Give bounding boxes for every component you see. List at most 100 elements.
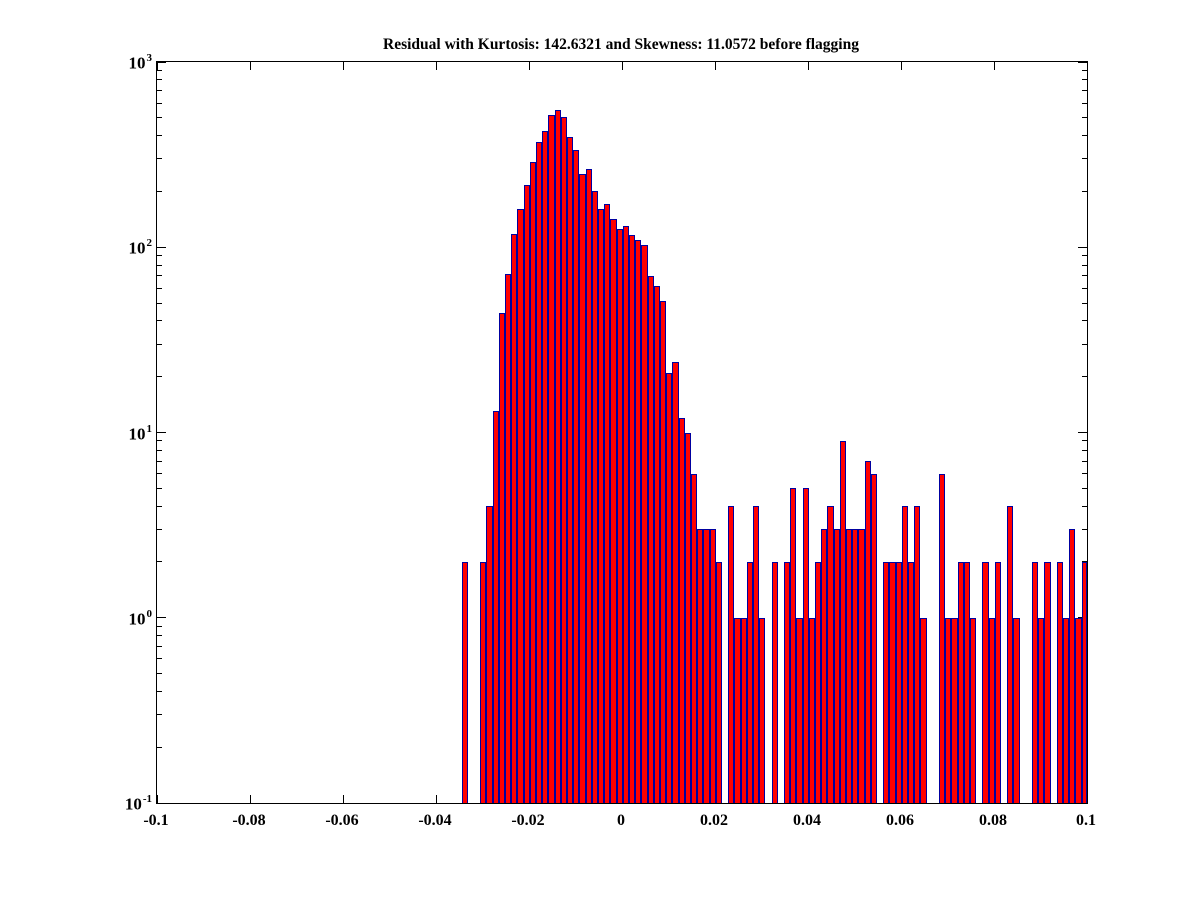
y-tick-minor bbox=[1082, 487, 1087, 489]
histogram-bar bbox=[672, 362, 679, 803]
histogram-bar bbox=[938, 473, 946, 803]
y-tick-minor bbox=[1082, 449, 1087, 451]
histogram-bar bbox=[771, 561, 778, 803]
histogram-bar bbox=[517, 208, 524, 803]
histogram-bar bbox=[585, 168, 592, 803]
histogram-bar bbox=[920, 617, 927, 803]
x-tick-label: -0.02 bbox=[511, 812, 545, 829]
histogram-bar bbox=[604, 204, 611, 803]
histogram-bar bbox=[889, 561, 896, 803]
y-tick-label-exponent: 1 bbox=[146, 422, 153, 435]
y-tick-minor bbox=[157, 449, 162, 451]
histogram-bar bbox=[951, 617, 958, 803]
x-tick bbox=[1087, 795, 1088, 803]
histogram-bar bbox=[814, 561, 822, 803]
x-tick-label: 0.06 bbox=[886, 812, 914, 829]
histogram-bar bbox=[914, 506, 921, 803]
histogram-bar bbox=[957, 561, 964, 803]
histogram-bar bbox=[988, 617, 995, 803]
histogram-bar bbox=[554, 110, 561, 803]
histogram-bar bbox=[597, 209, 605, 803]
histogram-bar bbox=[641, 244, 648, 803]
histogram-bar bbox=[969, 617, 977, 803]
y-tick-label-base: 10 bbox=[128, 238, 146, 258]
histogram-bar bbox=[790, 488, 797, 803]
y-tick-label-exponent: -1 bbox=[142, 793, 152, 805]
histogram-bar bbox=[560, 117, 567, 803]
histogram-bar bbox=[579, 173, 586, 803]
y-tick-minor bbox=[1082, 255, 1087, 257]
x-tick bbox=[343, 795, 344, 803]
x-tick bbox=[622, 62, 623, 70]
y-tick-minor bbox=[1082, 528, 1087, 530]
y-tick-minor bbox=[1082, 275, 1087, 277]
y-tick-minor bbox=[157, 320, 162, 322]
x-tick bbox=[1087, 62, 1088, 70]
y-tick-minor bbox=[157, 343, 162, 345]
histogram-bar bbox=[523, 184, 530, 803]
x-tick-label: -0.1 bbox=[143, 812, 169, 829]
y-tick-label: 103 bbox=[0, 49, 153, 74]
histogram-bar bbox=[870, 473, 877, 803]
histogram-bar bbox=[591, 190, 598, 803]
histogram-bar bbox=[647, 275, 654, 803]
x-tick-label: -0.06 bbox=[325, 812, 359, 829]
y-tick-minor bbox=[157, 440, 162, 442]
y-tick-minor bbox=[1082, 343, 1087, 345]
histogram-bar bbox=[684, 432, 691, 803]
y-tick-minor bbox=[157, 690, 162, 692]
histogram-bar bbox=[827, 506, 834, 803]
y-tick-minor bbox=[157, 625, 162, 627]
histogram-bar bbox=[1013, 617, 1020, 803]
y-tick-minor bbox=[157, 287, 162, 289]
y-tick-major bbox=[157, 246, 166, 248]
histogram-bar bbox=[883, 561, 890, 803]
histogram-bar bbox=[690, 473, 698, 803]
y-tick-label-base: 10 bbox=[124, 794, 142, 814]
histogram-bar bbox=[461, 561, 468, 803]
histogram-bar bbox=[628, 234, 636, 803]
y-tick-minor bbox=[1082, 460, 1087, 462]
histogram-bar bbox=[486, 506, 493, 803]
y-tick-minor bbox=[157, 102, 162, 104]
y-tick-minor bbox=[157, 561, 162, 563]
histogram-bar bbox=[858, 529, 865, 803]
histogram-bar bbox=[659, 301, 667, 803]
y-tick-major bbox=[1078, 61, 1087, 63]
y-tick-minor bbox=[157, 505, 162, 507]
histogram-bar bbox=[740, 617, 747, 803]
histogram-bar bbox=[945, 617, 952, 803]
histogram-bar bbox=[821, 529, 828, 803]
histogram-bar bbox=[511, 233, 518, 803]
y-tick-major bbox=[157, 617, 166, 619]
y-tick-minor bbox=[1082, 287, 1087, 289]
y-tick-minor bbox=[157, 645, 162, 647]
x-tick-label: -0.04 bbox=[418, 812, 452, 829]
y-tick-label: 100 bbox=[0, 605, 153, 630]
histogram-bar bbox=[666, 372, 673, 803]
y-tick-minor bbox=[1082, 473, 1087, 475]
x-tick bbox=[808, 62, 809, 70]
x-tick-label: 0.1 bbox=[1076, 812, 1096, 829]
y-tick-label-base: 10 bbox=[128, 424, 146, 444]
histogram-bar bbox=[808, 617, 815, 803]
histogram-bar bbox=[635, 239, 642, 803]
x-tick bbox=[250, 62, 251, 70]
y-tick-minor bbox=[1082, 79, 1087, 81]
histogram-bar bbox=[752, 506, 760, 803]
histogram-bar bbox=[703, 529, 710, 803]
y-tick-label-exponent: 0 bbox=[146, 607, 153, 620]
histogram-bar bbox=[746, 561, 753, 803]
histogram-bar bbox=[833, 529, 840, 803]
y-tick-minor bbox=[157, 635, 162, 637]
y-tick-minor bbox=[157, 302, 162, 304]
y-tick-minor bbox=[157, 460, 162, 462]
y-tick-minor bbox=[1082, 190, 1087, 192]
histogram-bar bbox=[963, 561, 970, 803]
plot-area bbox=[156, 61, 1088, 804]
x-tick bbox=[715, 62, 716, 70]
histogram-bar bbox=[845, 529, 853, 803]
y-tick-minor bbox=[1082, 440, 1087, 442]
y-tick-minor bbox=[1082, 102, 1087, 104]
y-tick-label-base: 10 bbox=[128, 53, 146, 73]
